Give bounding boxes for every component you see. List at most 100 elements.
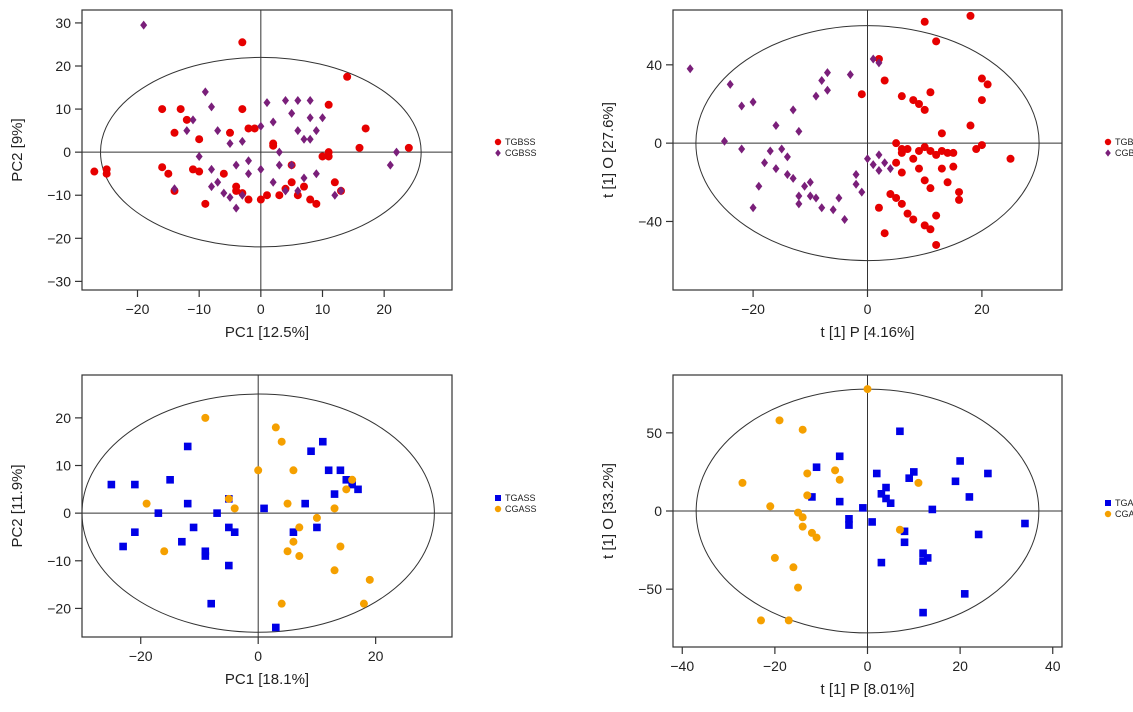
data-point [226,192,234,202]
data-point [195,151,203,161]
data-point [905,474,913,482]
data-point [920,105,929,114]
data-point [960,590,969,598]
data-point [312,513,321,522]
data-point [977,141,986,150]
data-point [230,504,239,513]
data-point [282,95,289,105]
x-axis-title: t [1] P [4.16%] [821,324,915,341]
data-point [859,504,867,512]
data-point [920,143,929,152]
data-point [864,154,871,164]
data-point [803,491,812,500]
y-tick-label: 20 [55,410,71,426]
data-point [852,169,860,179]
data-point [269,177,277,187]
y-axis-title: PC2 [11.9%] [9,464,26,547]
data-point [164,169,173,178]
series-TGASS [808,427,1029,617]
data-point [283,499,292,508]
data-point [214,126,222,136]
legend-marker [495,495,501,501]
data-point [937,129,946,138]
data-point [208,102,215,112]
confidence-ellipse [695,25,1040,262]
data-point [892,193,901,202]
data-point [914,164,923,173]
data-point [841,215,849,225]
legend-label: TGBSS [1115,137,1133,147]
data-point [244,195,253,204]
data-point [784,616,793,625]
data-point [306,195,315,204]
data-point [766,502,775,511]
data-point [189,523,198,532]
data-point [238,38,247,47]
data-point [331,190,339,200]
data-point [313,523,321,532]
y-tick-label: 30 [55,15,71,31]
data-point [201,552,210,560]
data-point [919,549,927,558]
data-point [189,115,197,125]
data-point [877,490,886,498]
data-point [238,190,246,200]
data-point [956,457,964,465]
data-point [903,145,912,154]
data-point [306,134,314,144]
legend-marker [1105,149,1111,157]
data-point [256,195,265,204]
data-point [920,17,929,26]
data-point [932,37,941,46]
data-point [348,475,357,484]
data-point [900,538,909,547]
series-CGBSS [140,20,400,213]
data-point [772,121,780,131]
data-point [307,447,315,456]
data-point [312,126,320,136]
data-point [312,199,321,208]
data-point [823,68,831,78]
legend-marker [1104,138,1112,146]
data-point [966,11,975,20]
data-point [920,221,929,230]
data-point [869,54,877,64]
data-point [201,87,209,97]
data-point [294,95,302,105]
data-point [312,169,320,179]
data-point [213,509,221,517]
y-tick-label: −40 [638,213,662,229]
data-point [1006,154,1015,163]
data-point [914,146,923,155]
data-point [869,160,877,170]
data-point [914,99,923,108]
data-point [818,75,826,85]
confidence-ellipse [100,56,422,248]
data-point [250,124,259,133]
data-point [835,452,844,461]
data-point [798,425,807,434]
data-point [287,178,296,187]
data-point [294,186,302,196]
data-point [289,537,298,546]
data-point [170,128,179,137]
data-point [857,90,866,99]
series-TGBSS [857,11,1015,249]
data-point [845,515,853,523]
data-point [738,144,746,154]
series-CGASS [142,413,374,608]
data-point [845,521,853,529]
plot-frame [81,9,453,291]
data-point [225,561,233,570]
data-point [300,134,308,144]
data-point [775,416,784,425]
data-point [812,533,821,542]
data-point [974,530,983,539]
data-point [207,599,216,608]
data-point [812,91,820,101]
x-tick-label: 10 [315,301,331,317]
data-point [852,179,860,189]
